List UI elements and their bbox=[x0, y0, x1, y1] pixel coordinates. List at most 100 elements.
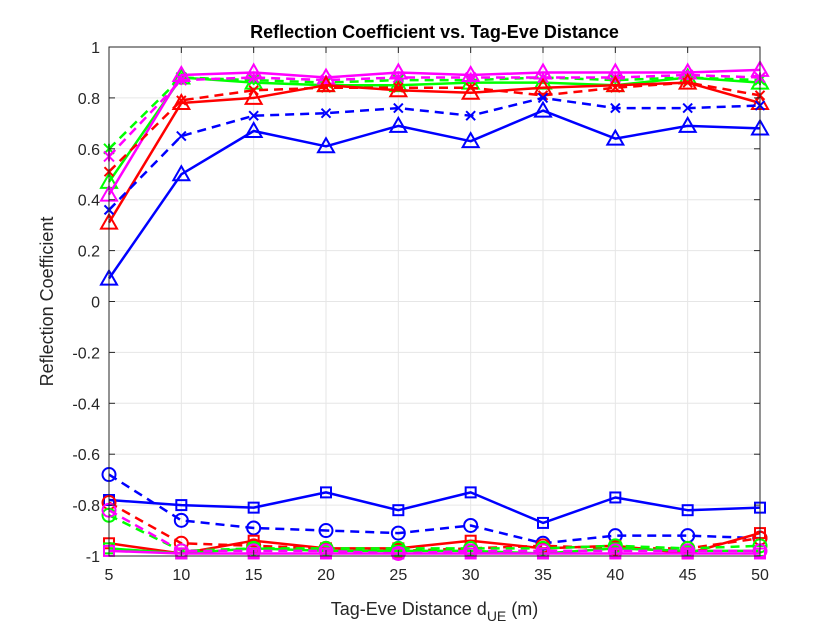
series-14 bbox=[101, 502, 768, 561]
x-tick-label: 5 bbox=[105, 567, 114, 584]
data-point-circle bbox=[318, 543, 334, 559]
data-point-cross bbox=[393, 102, 404, 114]
data-point-triangle bbox=[171, 164, 192, 182]
data-point-cross bbox=[176, 130, 187, 142]
data-series bbox=[99, 59, 770, 561]
data-point-triangle bbox=[171, 64, 192, 82]
series-line bbox=[108, 473, 761, 545]
data-point-square bbox=[464, 547, 477, 560]
data-point-cross bbox=[465, 110, 476, 121]
data-point-triangle bbox=[388, 62, 409, 80]
data-point-triangle bbox=[605, 75, 626, 93]
data-point-square bbox=[464, 486, 477, 499]
y-tick-label: 0.4 bbox=[78, 193, 100, 210]
x-tick-label: 40 bbox=[606, 567, 624, 584]
x-tick-label: 30 bbox=[462, 567, 480, 584]
series-line bbox=[107, 81, 761, 224]
data-point-circle bbox=[463, 517, 479, 533]
x-tick-label: 20 bbox=[317, 567, 335, 584]
data-point-cross bbox=[320, 107, 332, 119]
data-point-triangle bbox=[316, 75, 336, 93]
series-9 bbox=[101, 467, 768, 551]
x-axis-label-unit: (m) bbox=[506, 599, 538, 619]
data-point-circle bbox=[173, 512, 189, 528]
data-point-triangle bbox=[460, 131, 481, 149]
data-point-square bbox=[392, 504, 405, 517]
y-tick-label: -0.8 bbox=[72, 498, 100, 515]
data-point-triangle bbox=[533, 100, 553, 118]
y-tick-label: 1 bbox=[91, 40, 100, 57]
x-tick-label: 35 bbox=[534, 567, 552, 584]
data-point-cross bbox=[682, 102, 693, 114]
x-tick-label: 50 bbox=[751, 567, 769, 584]
data-point-circle bbox=[173, 543, 189, 559]
y-tick-labels: -1 -0.8 -0.6 -0.4 -0.2 0 0.2 0.4 0.6 0.8 1 bbox=[72, 40, 100, 566]
data-point-triangle bbox=[677, 72, 698, 90]
data-point-circle bbox=[390, 525, 406, 541]
series-line bbox=[108, 514, 761, 553]
data-point-triangle bbox=[316, 67, 336, 85]
y-tick-label: 0.2 bbox=[78, 244, 100, 261]
data-point-circle bbox=[246, 520, 262, 536]
y-tick-label: -0.4 bbox=[72, 396, 100, 413]
y-axis-label: Reflection Coefficient bbox=[37, 217, 57, 387]
data-point-triangle bbox=[388, 115, 409, 133]
y-tick-label: 0.6 bbox=[78, 142, 100, 159]
x-tick-label: 15 bbox=[245, 567, 263, 584]
y-tick-label: -0.6 bbox=[72, 447, 100, 464]
data-point-square bbox=[175, 499, 188, 512]
x-axis-label: Tag-Eve Distance dUE (m) bbox=[331, 599, 539, 624]
x-tick-label: 10 bbox=[172, 567, 190, 584]
data-point-square bbox=[609, 547, 622, 560]
data-point-triangle bbox=[605, 128, 626, 146]
tick-marks bbox=[108, 46, 761, 557]
data-point-circle bbox=[607, 543, 623, 559]
chart-title: Reflection Coefficient vs. Tag-Eve Dista… bbox=[250, 22, 619, 42]
data-point-square bbox=[175, 547, 188, 560]
series-line bbox=[107, 109, 761, 280]
data-point-triangle bbox=[243, 62, 264, 80]
y-tick-label: 0.8 bbox=[78, 91, 100, 108]
data-point-circle bbox=[535, 543, 551, 559]
series-line bbox=[108, 509, 760, 555]
data-point-triangle bbox=[388, 80, 409, 98]
data-point-triangle bbox=[460, 82, 481, 100]
data-point-cross bbox=[248, 110, 259, 121]
data-point-square bbox=[681, 504, 694, 517]
data-point-triangle bbox=[677, 62, 698, 80]
data-point-square bbox=[609, 491, 622, 504]
series-line bbox=[108, 96, 761, 211]
x-tick-labels: 5 10 15 20 25 30 35 40 45 50 bbox=[105, 567, 769, 584]
series-7 bbox=[99, 100, 770, 286]
data-point-circle bbox=[318, 523, 334, 539]
data-point-triangle bbox=[316, 136, 336, 154]
data-point-square bbox=[537, 547, 549, 560]
series-6 bbox=[103, 92, 766, 216]
data-point-square bbox=[320, 547, 332, 560]
data-point-square bbox=[537, 516, 549, 529]
data-point-triangle bbox=[171, 92, 192, 110]
series-3 bbox=[99, 59, 770, 202]
x-tick-label: 45 bbox=[679, 567, 697, 584]
series-line bbox=[107, 68, 761, 196]
data-point-circle bbox=[463, 543, 479, 559]
data-point-cross bbox=[610, 102, 621, 114]
x-axis-label-subscript: UE bbox=[487, 608, 506, 624]
data-point-square bbox=[320, 486, 332, 499]
data-point-circle bbox=[246, 543, 262, 559]
x-tick-label: 25 bbox=[389, 567, 407, 584]
data-point-triangle bbox=[243, 120, 264, 138]
data-point-triangle bbox=[677, 115, 698, 133]
x-axis-label-main: Tag-Eve Distance d bbox=[331, 599, 487, 619]
series-line bbox=[108, 547, 760, 555]
y-tick-label: -1 bbox=[86, 549, 100, 566]
y-tick-label: 0 bbox=[91, 295, 100, 312]
data-point-triangle bbox=[533, 77, 553, 95]
series-line bbox=[108, 491, 761, 525]
series-line bbox=[108, 73, 761, 158]
y-tick-label: -0.2 bbox=[72, 345, 100, 362]
data-point-square bbox=[681, 547, 694, 560]
series-line bbox=[108, 549, 760, 555]
data-point-circle bbox=[680, 543, 696, 559]
